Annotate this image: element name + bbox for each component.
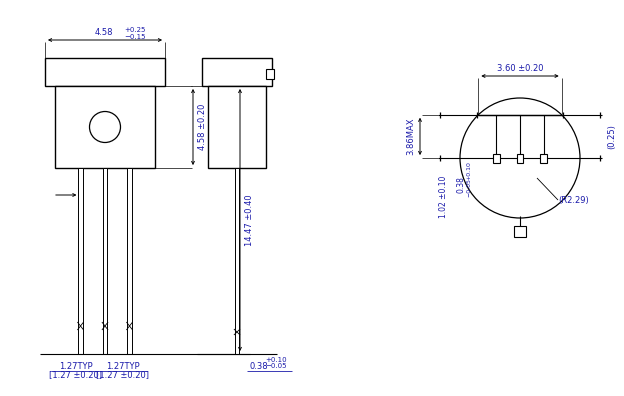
Text: −0.05: −0.05: [265, 364, 286, 369]
Text: 1.02 ±0.10: 1.02 ±0.10: [439, 176, 448, 218]
Text: +0.10: +0.10: [265, 358, 286, 364]
Bar: [103, 168, 107, 354]
Bar: [55, 86, 155, 168]
Text: 3.86MAX: 3.86MAX: [406, 118, 415, 155]
Bar: [514, 226, 526, 237]
Text: 1.27TYP: 1.27TYP: [106, 362, 140, 371]
Text: 3.60 ±0.20: 3.60 ±0.20: [497, 64, 544, 73]
Bar: [266, 69, 273, 79]
Text: 1.27TYP: 1.27TYP: [59, 362, 92, 371]
Bar: [208, 86, 266, 168]
Text: 0.38: 0.38: [249, 362, 268, 371]
Bar: [540, 154, 547, 162]
Text: (R2.29): (R2.29): [558, 196, 589, 204]
Bar: [127, 168, 132, 354]
Text: [1.27 ±0.20]: [1.27 ±0.20]: [97, 370, 150, 379]
Text: 4.58 ±0.20: 4.58 ±0.20: [198, 104, 207, 150]
Text: [1.27 ±0.20]: [1.27 ±0.20]: [49, 370, 102, 379]
Bar: [493, 154, 500, 162]
Bar: [79, 168, 82, 354]
Circle shape: [460, 98, 580, 218]
Text: −0.05: −0.05: [466, 179, 471, 198]
Bar: [202, 58, 272, 86]
Bar: [235, 168, 239, 354]
Text: 0.38: 0.38: [456, 176, 465, 193]
Text: 4.58: 4.58: [95, 28, 113, 37]
Text: +0.25: +0.25: [124, 27, 145, 33]
Bar: [517, 154, 524, 162]
Text: 14.47 ±0.40: 14.47 ±0.40: [245, 194, 254, 246]
Circle shape: [89, 112, 120, 143]
Text: −0.15: −0.15: [124, 34, 145, 40]
Text: +0.10: +0.10: [466, 162, 471, 181]
Bar: [45, 58, 165, 86]
Text: (0.25): (0.25): [607, 124, 616, 149]
